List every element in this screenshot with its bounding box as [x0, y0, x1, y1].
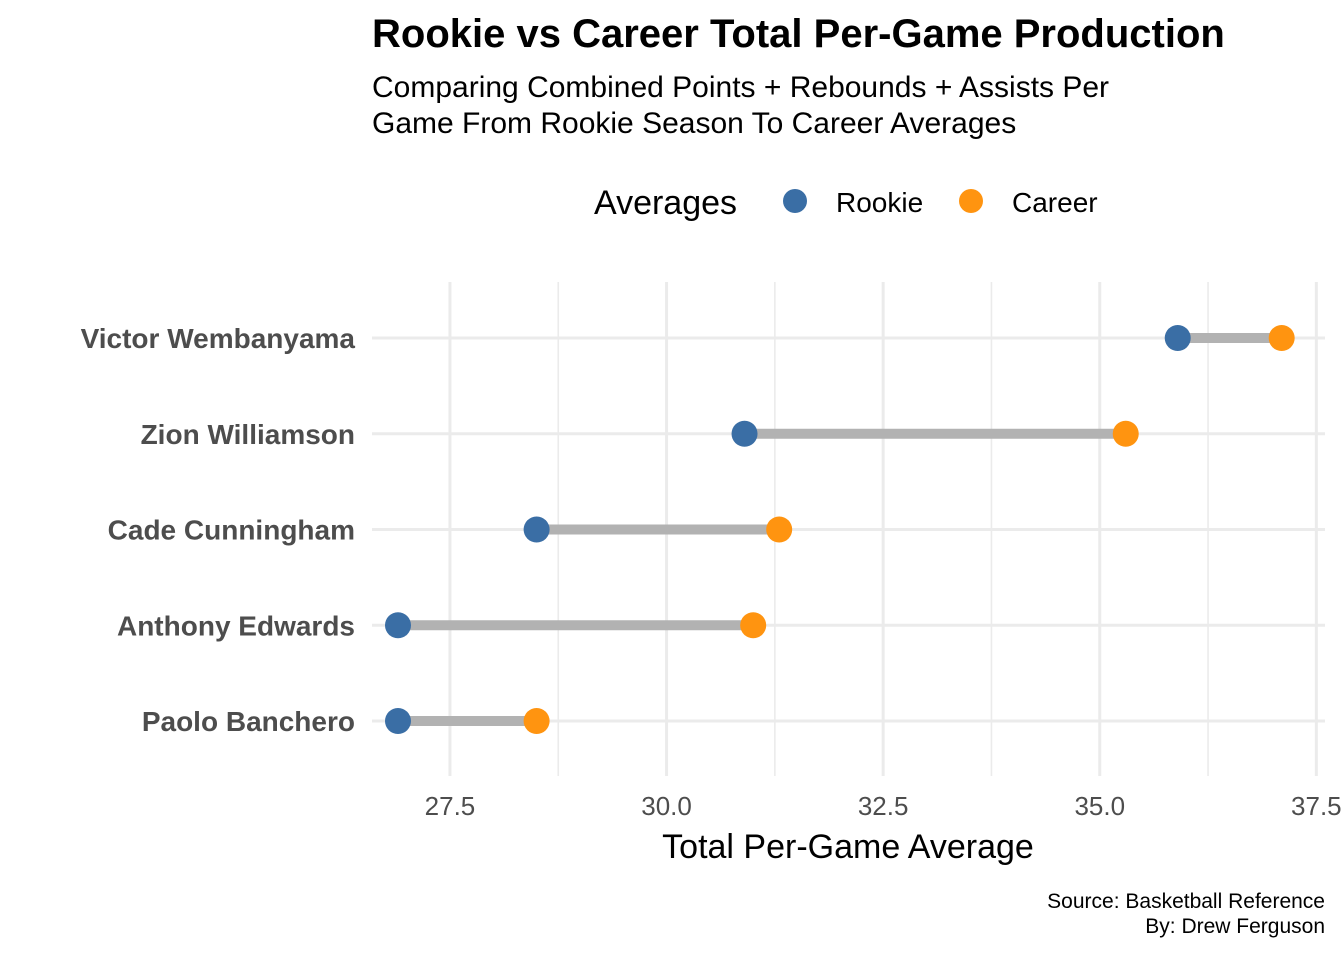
legend-title: Averages [594, 184, 737, 222]
x-tick-label: 35.0 [1074, 791, 1125, 821]
rookie-point [731, 420, 758, 447]
x-tick-label: 27.5 [425, 791, 476, 821]
rookie-point [523, 516, 550, 543]
x-axis-title: Total Per-Game Average [662, 828, 1034, 866]
legend-rookie-swatch [783, 189, 807, 213]
y-axis-labels: Victor Wembanyama Zion Williamson Cade Cun… [81, 323, 356, 737]
rookie-point [384, 612, 411, 639]
legend: Averages Rookie Career [594, 184, 1098, 222]
legend-rookie-label: Rookie [836, 187, 923, 218]
x-tick-label: 30.0 [641, 791, 692, 821]
caption-source: Source: Basketball Reference [1047, 890, 1325, 913]
chart-title: Rookie vs Career Total Per-Game Producti… [372, 12, 1225, 56]
y-category-label: Zion Williamson [141, 419, 355, 450]
rookie-point [1164, 325, 1191, 351]
caption-author: By: Drew Ferguson [1145, 915, 1325, 938]
career-point [1268, 325, 1295, 351]
y-category-label: Anthony Edwards [117, 610, 355, 641]
x-tick-label: 32.5 [858, 791, 909, 821]
y-category-label: Victor Wembanyama [81, 323, 356, 354]
rookie-point [384, 708, 411, 734]
chart-subtitle-line-1: Comparing Combined Points + Rebounds + A… [372, 71, 1110, 104]
y-category-label: Paolo Banchero [142, 706, 355, 737]
y-category-label: Cade Cunningham [108, 515, 355, 546]
legend-career-swatch [959, 189, 983, 213]
major-gridlines [372, 282, 1325, 776]
x-tick-label: 37.5 [1291, 791, 1342, 821]
career-point [740, 612, 767, 639]
career-point [523, 708, 550, 734]
x-axis-tick-labels: 27.5 30.0 32.5 35.0 37.5 [425, 791, 1342, 821]
dumbbell-points [384, 325, 1295, 734]
career-point [766, 516, 793, 543]
dumbbell-segments [397, 333, 1282, 726]
chart-subtitle-line-2: Game From Rookie Season To Career Averag… [372, 107, 1017, 140]
career-point [1112, 420, 1139, 447]
legend-career-label: Career [1012, 187, 1098, 218]
